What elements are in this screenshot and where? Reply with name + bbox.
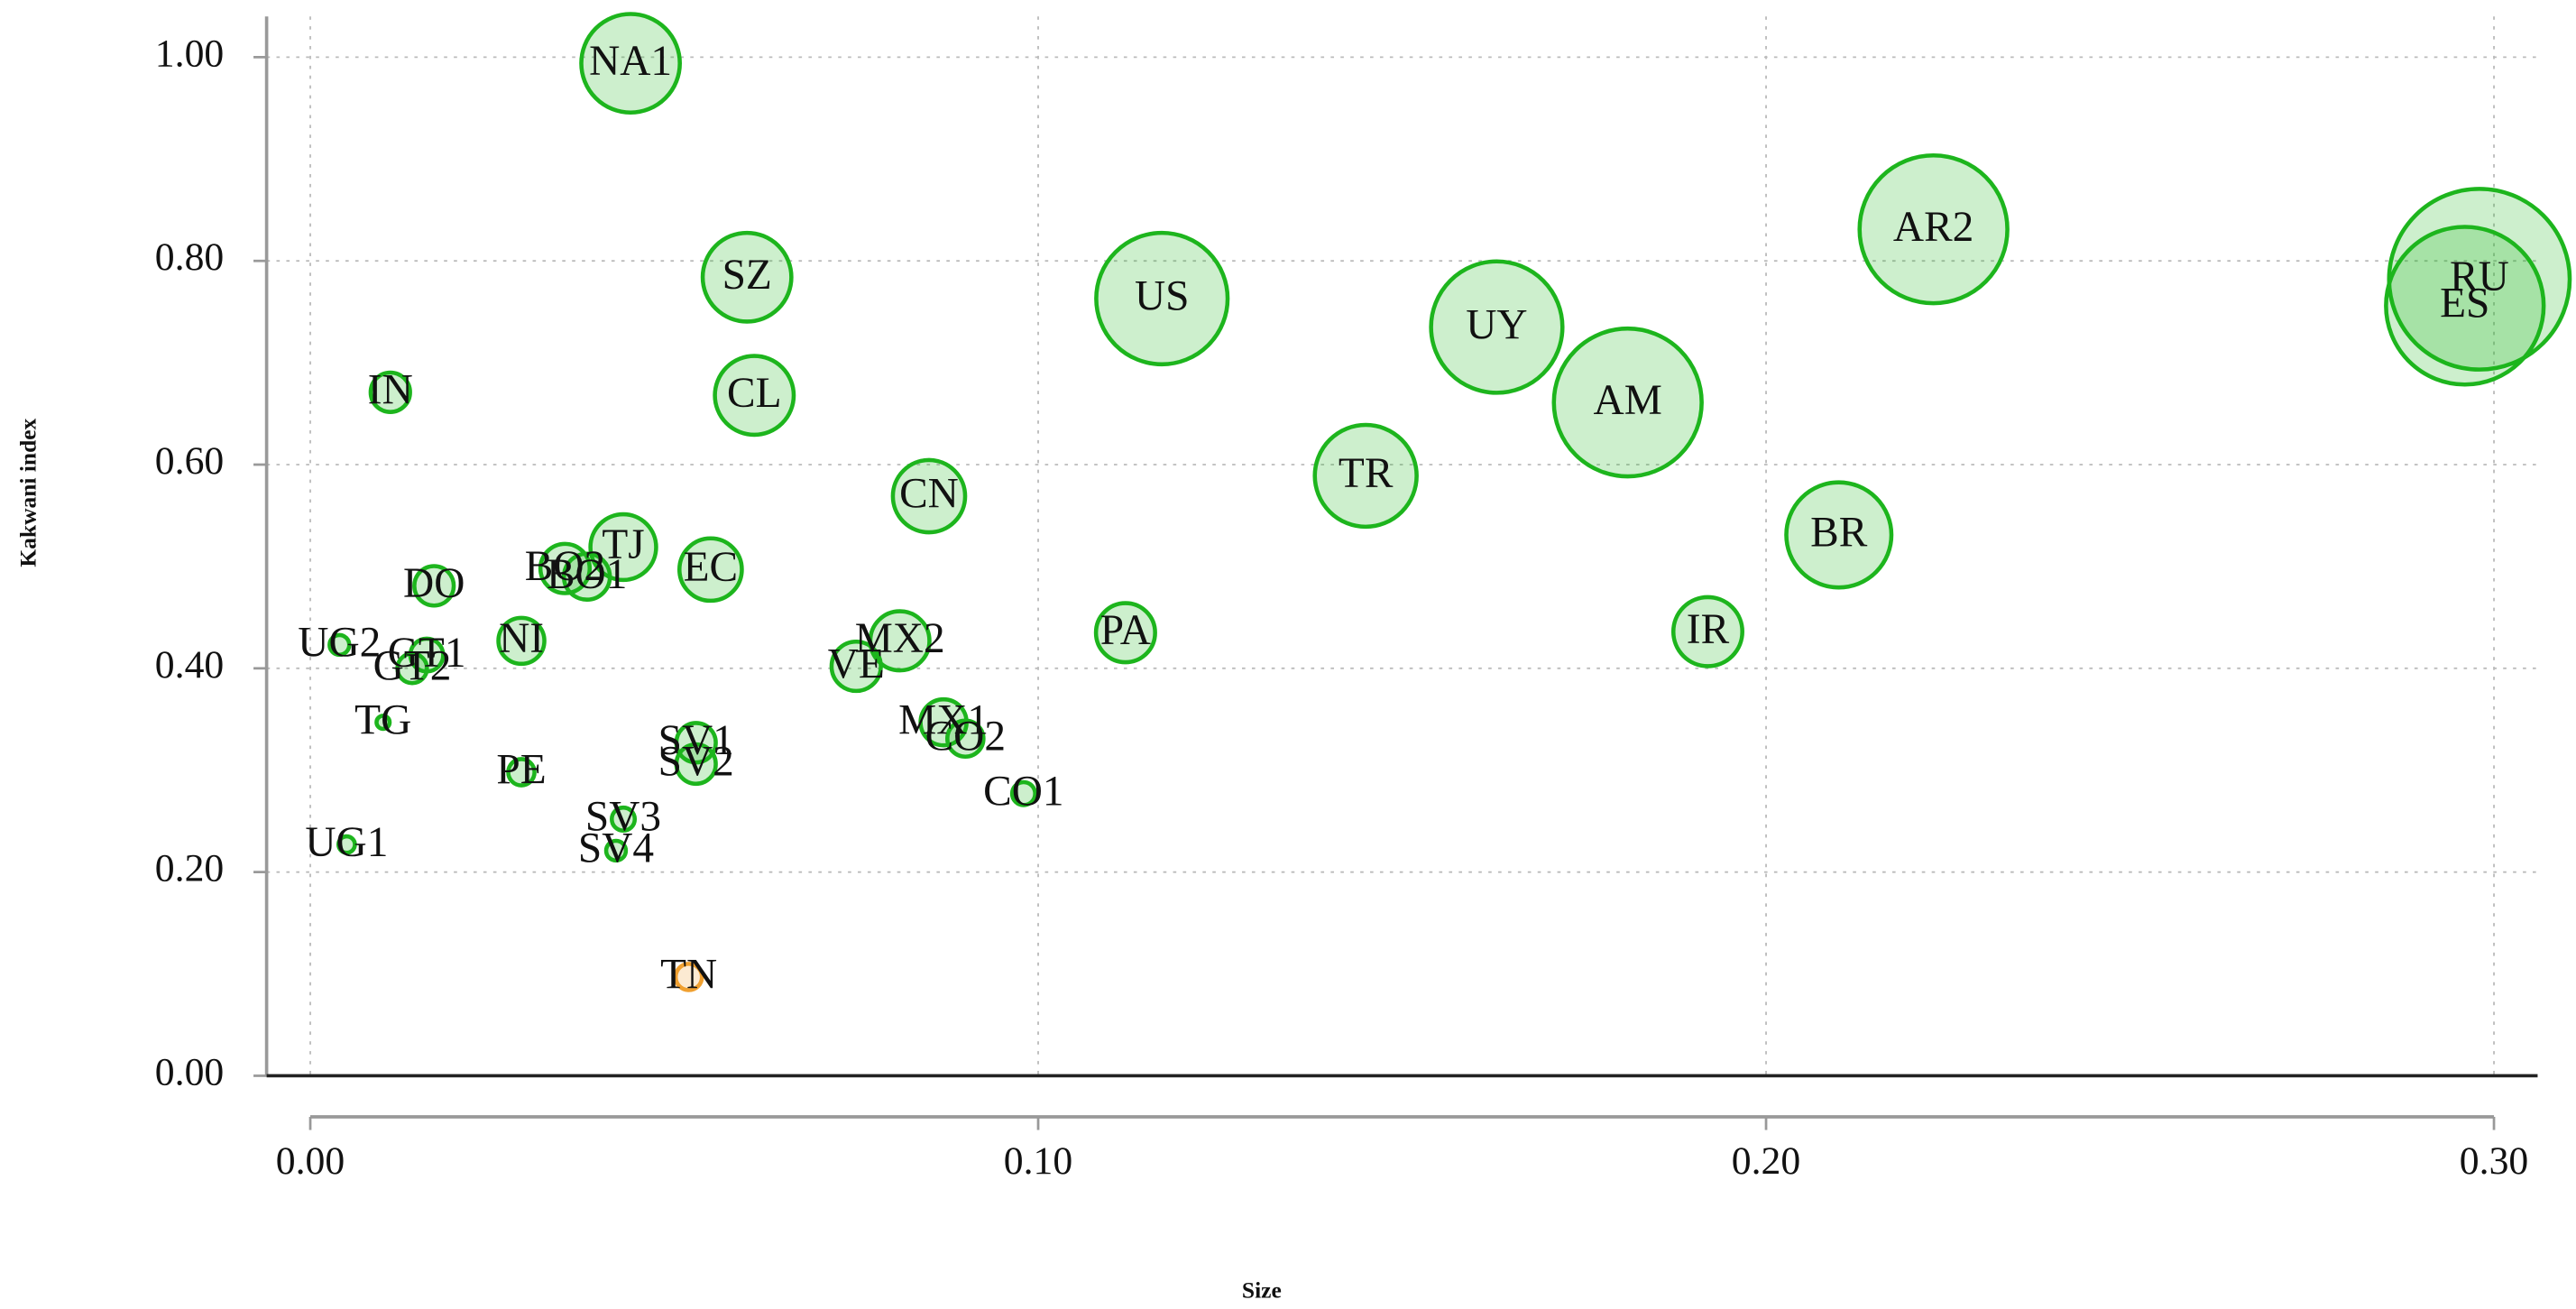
bubble-label: RU: [2450, 254, 2509, 300]
bubble: [945, 718, 986, 760]
bubble-label: GT2: [373, 643, 452, 690]
bubble-label: TR: [1339, 450, 1394, 497]
bubble-label: SV4: [578, 825, 654, 872]
bubble-label: AR2: [1893, 204, 1973, 251]
bubble: [327, 632, 352, 658]
bubble: [1312, 422, 1419, 530]
bubble: [1094, 230, 1230, 367]
bubble-label: CO1: [983, 768, 1063, 815]
bubble: [395, 651, 429, 686]
bubble-label: VE: [828, 641, 885, 687]
bubble: [890, 457, 968, 535]
bubble-label: IR: [1687, 606, 1730, 653]
bubble-label: DO: [403, 560, 465, 607]
y-tick-label: 0.00: [155, 1051, 224, 1094]
bubble-label: CO2: [925, 713, 1006, 760]
bubble: [610, 805, 638, 833]
bubbles: [327, 12, 2572, 992]
bubble: [673, 962, 704, 992]
bubble-label: UG2: [298, 620, 381, 667]
y-axis-title: Kakwani index: [14, 418, 41, 567]
y-tick-label: 1.00: [155, 32, 224, 75]
y-tick-label: 0.20: [155, 847, 224, 890]
bubble: [1784, 480, 1894, 590]
bubble: [374, 714, 392, 732]
bubble-label: SV2: [658, 739, 734, 786]
bubble: [2384, 225, 2546, 387]
bubble: [506, 757, 537, 788]
x-tick-label: 0.10: [1004, 1139, 1072, 1183]
bubble-label: MX1: [898, 696, 989, 743]
bubble-label: UG1: [305, 819, 388, 866]
bubble-label: UY: [1466, 301, 1527, 348]
bubble-label: PE: [496, 747, 546, 794]
x-tick-label: 0.00: [276, 1139, 345, 1183]
bubble: [829, 639, 883, 694]
x-tick-label: 0.30: [2460, 1139, 2528, 1183]
bubble-label: GT1: [388, 630, 466, 677]
bubble-label: EC: [684, 544, 738, 591]
bubble: [1009, 779, 1037, 807]
bubble-label: SV3: [585, 794, 661, 841]
bubble: [1551, 326, 1704, 479]
bubble: [1857, 152, 2010, 306]
bubble-label: BR: [1810, 510, 1868, 557]
bubble-label: PA: [1100, 607, 1151, 654]
bubble: [336, 834, 357, 855]
bubble: [561, 551, 612, 602]
bubble-label: SV1: [658, 717, 734, 764]
bubble: [1093, 601, 1157, 665]
bubble-label: TG: [354, 696, 411, 743]
bubble-label: NA1: [589, 38, 672, 85]
bubble-label: TJ: [602, 521, 644, 568]
bubble: [700, 230, 794, 324]
bubble: [674, 742, 718, 787]
bubble-label: NI: [499, 615, 544, 662]
bubble: [677, 536, 744, 604]
bubble-label: BO1: [547, 551, 627, 598]
bubble: [496, 615, 547, 667]
bubble-label: IN: [368, 367, 413, 414]
bubble-label: TN: [660, 952, 717, 999]
bubble-label: ES: [2440, 281, 2489, 327]
x-tick-label: 0.20: [1732, 1139, 1800, 1183]
bubble: [868, 609, 932, 673]
bubble: [1429, 259, 1565, 395]
bubble: [713, 354, 796, 438]
bubble: [368, 370, 412, 414]
bubble: [603, 838, 629, 863]
bubble-label: US: [1135, 273, 1190, 320]
bubble-label: MX2: [855, 615, 945, 662]
y-tick-label: 0.60: [155, 439, 224, 483]
bubble-label: AM: [1594, 377, 1662, 424]
y-tick-label: 0.40: [155, 643, 224, 687]
x-axis-title: Size: [1242, 1277, 1282, 1304]
bubble: [412, 564, 456, 608]
y-tick-label: 0.80: [155, 235, 224, 279]
bubble-label: CN: [899, 471, 959, 518]
bubble: [1670, 595, 1744, 668]
bubble-label: SZ: [722, 252, 772, 299]
bubble-label: BO2: [525, 543, 605, 590]
bubble: [579, 12, 682, 115]
bubble-label: CL: [727, 370, 781, 417]
